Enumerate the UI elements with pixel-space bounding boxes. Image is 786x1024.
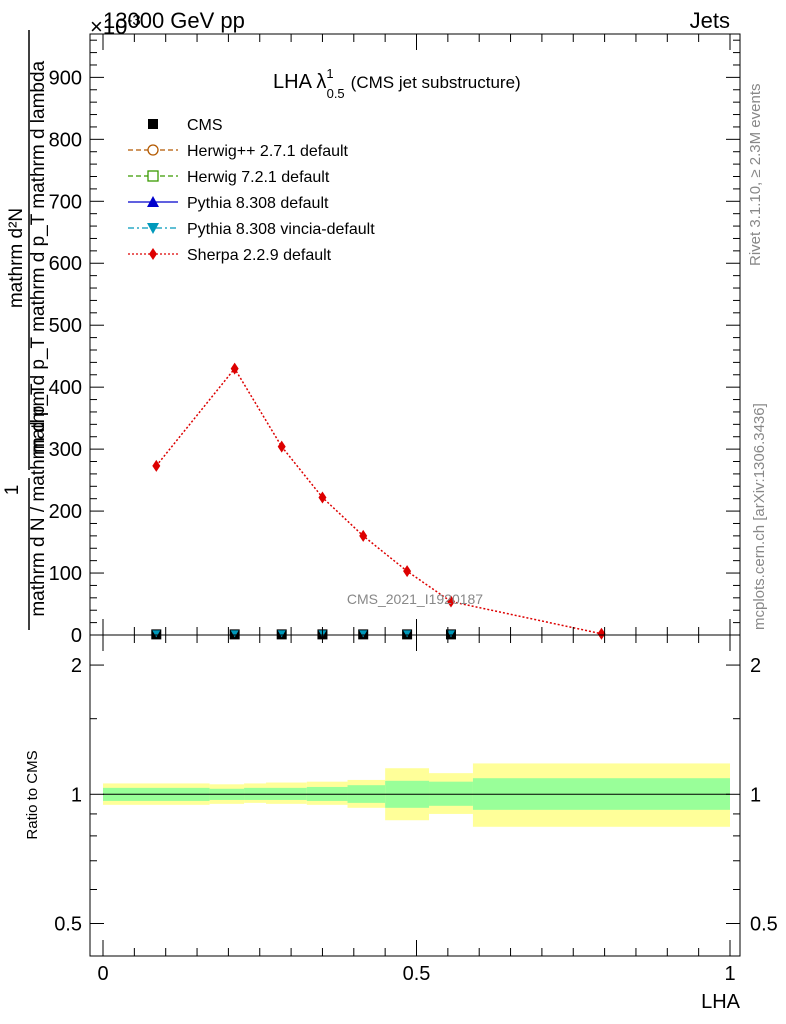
legend-marker-triangle-up [147, 196, 159, 207]
mc-overlay-point [403, 630, 412, 638]
legend-marker-square [148, 119, 158, 129]
sherpa-point [230, 362, 239, 375]
ratio-y-tick-label: 2 [71, 655, 82, 677]
x-axis: 0 0.5 1 [97, 34, 736, 985]
ratio-y-tick-label: 0.5 [54, 913, 82, 935]
sherpa-line [155, 367, 602, 635]
legend-label: CMS [187, 117, 223, 134]
ratio-y-label: Ratio to CMS [24, 750, 41, 839]
y-tick-label: 300 [49, 439, 82, 461]
legend-marker-circle [147, 144, 159, 156]
ratio-frame [89, 634, 741, 957]
main-y-axis: 0 100 200 300 400 500 600 700 800 900 [49, 39, 740, 647]
sherpa-point [318, 491, 327, 504]
y-tick-label: 400 [49, 377, 82, 399]
legend-label: Pythia 8.308 vincia-default [187, 221, 375, 238]
legend-label: Herwig 7.2.1 default [187, 169, 330, 186]
sherpa-point [597, 627, 606, 640]
rivet-label: Rivet 3.1.10, ≥ 2.3M events [747, 84, 764, 267]
legend-marker-open-square [147, 170, 159, 182]
analysis-watermark: CMS_2021_I1920187 [347, 591, 483, 607]
x-tick-label: 0.5 [403, 963, 431, 985]
ratio-y-tick-label: 1 [71, 784, 82, 806]
legend-label: Pythia 8.308 default [187, 195, 329, 212]
sherpa-point [152, 459, 161, 472]
y-tick-label: 900 [49, 67, 82, 89]
ratio-band-green [429, 781, 473, 806]
y-tick-label: 200 [49, 501, 82, 523]
mc-overlay-point [152, 630, 161, 638]
x-tick-label: 0 [97, 963, 108, 985]
category-label: Jets [690, 8, 730, 33]
ylabel-denominator: mathrm d p_T mathrm d p_T mathrm d lambd… [28, 60, 49, 455]
x-tick-label: 1 [724, 963, 735, 985]
legend-label: Sherpa 2.2.9 default [187, 247, 332, 264]
plot-title: LHA λ1 0.5(CMS jet substructure) [273, 66, 521, 101]
main-y-label: mathrm d²N mathrm d p_T mathrm d p_T mat… [2, 30, 49, 630]
y-tick-label: 100 [49, 563, 82, 585]
y-tick-label: 0 [71, 625, 82, 647]
x-axis-label: LHA [701, 991, 741, 1013]
y-tick-label: 500 [49, 315, 82, 337]
legend-marker-triangle-down [147, 223, 159, 234]
ylabel-numerator: mathrm d²N [6, 208, 27, 308]
sherpa-point [446, 595, 455, 608]
ylabel-prefix-den: mathrm d N / mathrm d p_T [28, 383, 49, 617]
y-tick-label: 700 [49, 191, 82, 213]
ylabel-prefix-one: 1 [2, 485, 23, 496]
ratio-bands [103, 763, 730, 827]
exponent-label: ×10-3 [90, 12, 141, 39]
mcplots-label: mcplots.cern.ch [arXiv:1306.3436] [751, 403, 768, 630]
mc-overlay-point [446, 630, 455, 638]
y-tick-label: 600 [49, 253, 82, 275]
legend-label: Herwig++ 2.7.1 default [187, 143, 349, 160]
ratio-y-tick-label-right: 0.5 [750, 913, 778, 935]
sherpa-point [403, 565, 412, 578]
ratio-y-axis: 0.5 0.5 1 1 2 2 [54, 655, 778, 935]
mc-overlay-point [230, 630, 239, 638]
mc-overlay-point [359, 630, 368, 638]
sherpa-point [277, 440, 286, 453]
legend: CMS Herwig++ 2.7.1 default Herwig 7.2.1 de… [128, 117, 375, 264]
mc-overlay-point [277, 630, 286, 638]
ratio-y-tick-label-right: 1 [750, 784, 761, 806]
energy-label: 13000 GeV pp [103, 8, 245, 33]
legend-marker-diamond [149, 248, 157, 260]
sherpa-point [359, 529, 368, 542]
y-tick-label: 800 [49, 129, 82, 151]
ratio-y-tick-label-right: 2 [750, 655, 761, 677]
main-series [151, 362, 606, 640]
